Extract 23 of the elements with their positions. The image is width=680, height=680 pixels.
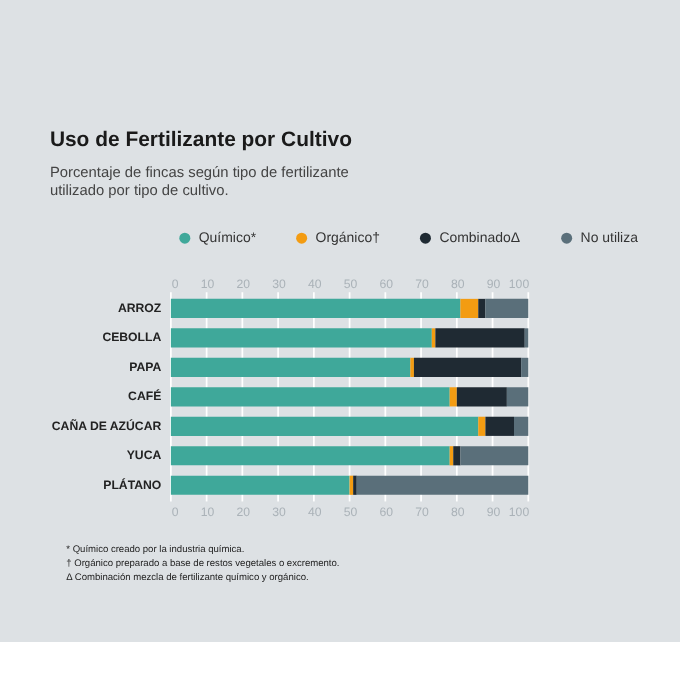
bar: [460, 298, 479, 319]
bar: [506, 387, 529, 407]
bar: [170, 298, 461, 319]
bar: [514, 416, 529, 436]
bar: [435, 328, 525, 348]
bar: [478, 298, 486, 319]
bar: [521, 357, 529, 377]
bar: [170, 446, 450, 466]
bar: [170, 357, 411, 377]
bar: [449, 387, 457, 407]
bar: [413, 357, 522, 377]
bar: [485, 416, 515, 436]
bar: [460, 446, 529, 466]
bar: [356, 475, 529, 495]
bar: [170, 387, 450, 407]
bar: [478, 416, 486, 436]
bar: [170, 328, 432, 348]
bar: [453, 446, 461, 466]
bar: [170, 475, 350, 495]
bar: [485, 298, 529, 319]
chart-title: Uso de Fertilizante por Cultivo: [49, 129, 352, 152]
bar: [170, 416, 479, 436]
bar: [456, 387, 507, 407]
